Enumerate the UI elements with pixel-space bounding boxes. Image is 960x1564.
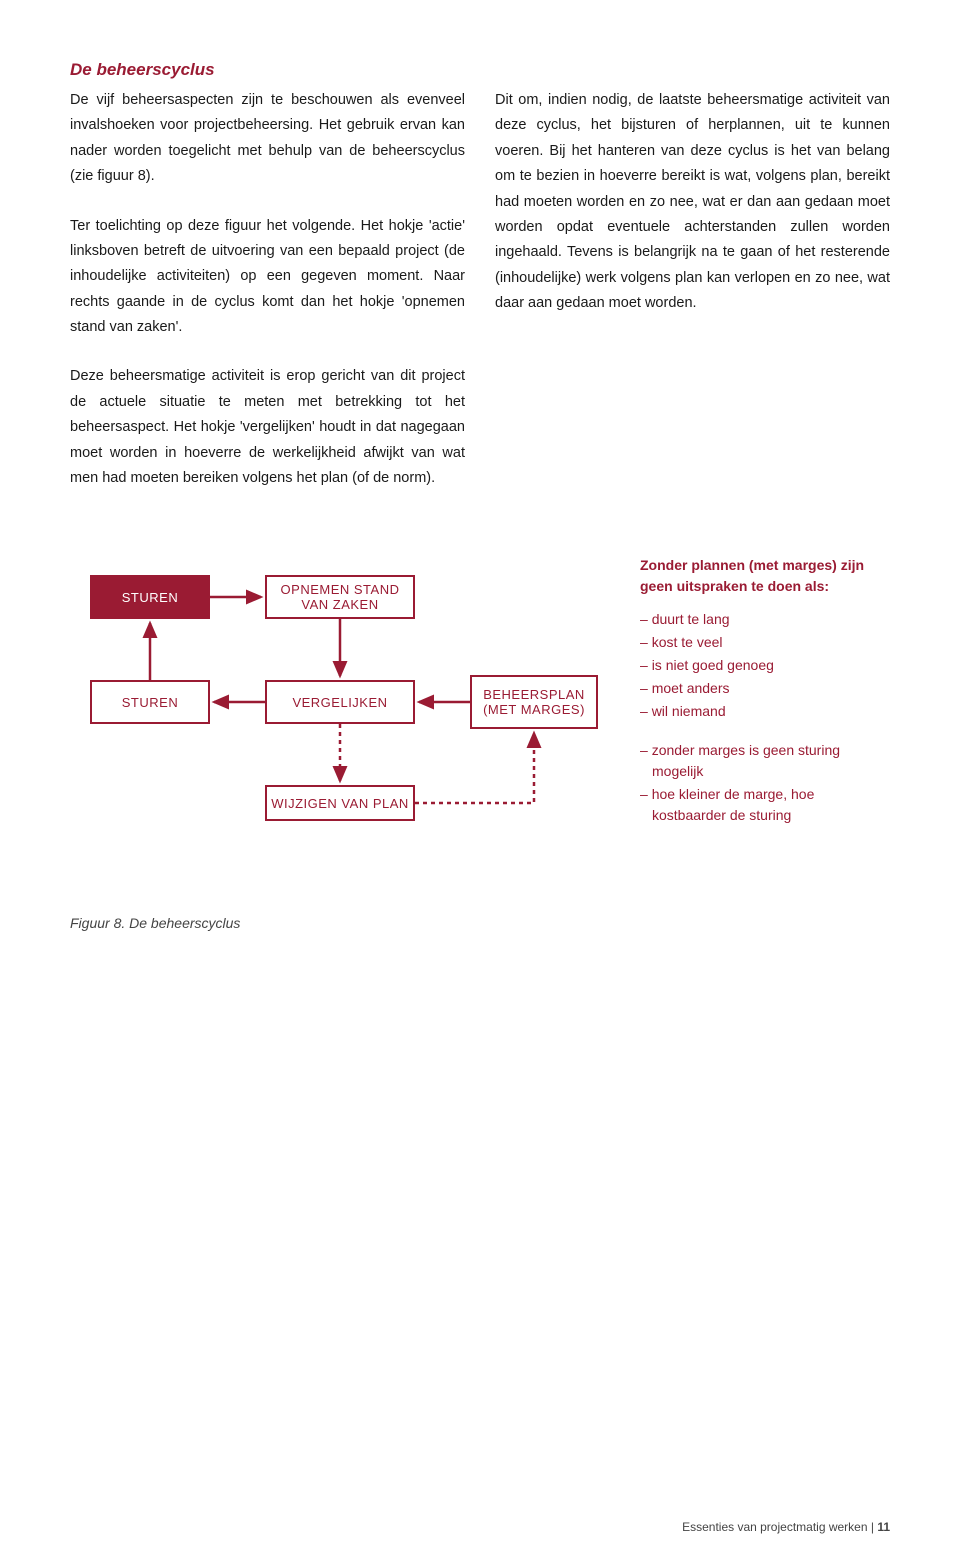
- notes-heading: Zonder plannen (met marges) zijn geen ui…: [640, 555, 890, 597]
- paragraph: Deze beheersmatige activiteit is erop ge…: [70, 364, 465, 491]
- flowchart: STUREN STUREN OPNEMEN STAND VAN ZAKEN VERGE…: [70, 555, 610, 855]
- flowchart-node-opnemen: OPNEMEN STAND VAN ZAKEN: [265, 575, 415, 619]
- flowchart-node-beheersplan: BEHEERSPLAN (MET MARGES): [470, 675, 598, 729]
- notes-list: duurt te langkost te veelis niet goed ge…: [640, 609, 890, 722]
- diagram-notes: Zonder plannen (met marges) zijn geen ui…: [640, 555, 890, 855]
- notes-item: hoe kleiner de marge, hoe kostbaarder de…: [640, 784, 890, 826]
- paragraph: Ter toelichting op deze figuur het volge…: [70, 214, 465, 341]
- notes-item: zonder marges is geen sturing mogelijk: [640, 740, 890, 782]
- notes-item: wil niemand: [640, 701, 890, 722]
- figure-caption: Figuur 8. De beheerscyclus: [70, 915, 890, 931]
- footer-title: Essenties van projectmatig werken: [682, 1520, 867, 1534]
- text-columns: De vijf beheersaspecten zijn te beschouw…: [70, 88, 890, 515]
- paragraph: De vijf beheersaspecten zijn te beschouw…: [70, 88, 465, 190]
- flowchart-node-sturen_left: STUREN: [90, 680, 210, 724]
- column-right: Dit om, indien nodig, de laatste beheers…: [495, 88, 890, 515]
- section-heading: De beheerscyclus: [70, 60, 890, 80]
- notes-item: duurt te lang: [640, 609, 890, 630]
- notes-list: zonder marges is geen sturing mogelijkho…: [640, 740, 890, 826]
- paragraph: Dit om, indien nodig, de laatste beheers…: [495, 88, 890, 316]
- diagram-section: STUREN STUREN OPNEMEN STAND VAN ZAKEN VERGE…: [70, 555, 890, 855]
- flowchart-node-vergelijken: VERGELIJKEN: [265, 680, 415, 724]
- notes-item: moet anders: [640, 678, 890, 699]
- page-footer: Essenties van projectmatig werken | 11: [682, 1520, 890, 1534]
- notes-item: is niet goed genoeg: [640, 655, 890, 676]
- column-left: De vijf beheersaspecten zijn te beschouw…: [70, 88, 465, 515]
- notes-item: kost te veel: [640, 632, 890, 653]
- page-number: 11: [877, 1520, 890, 1534]
- flowchart-node-sturen_top: STUREN: [90, 575, 210, 619]
- flowchart-node-wijzigen: WIJZIGEN VAN PLAN: [265, 785, 415, 821]
